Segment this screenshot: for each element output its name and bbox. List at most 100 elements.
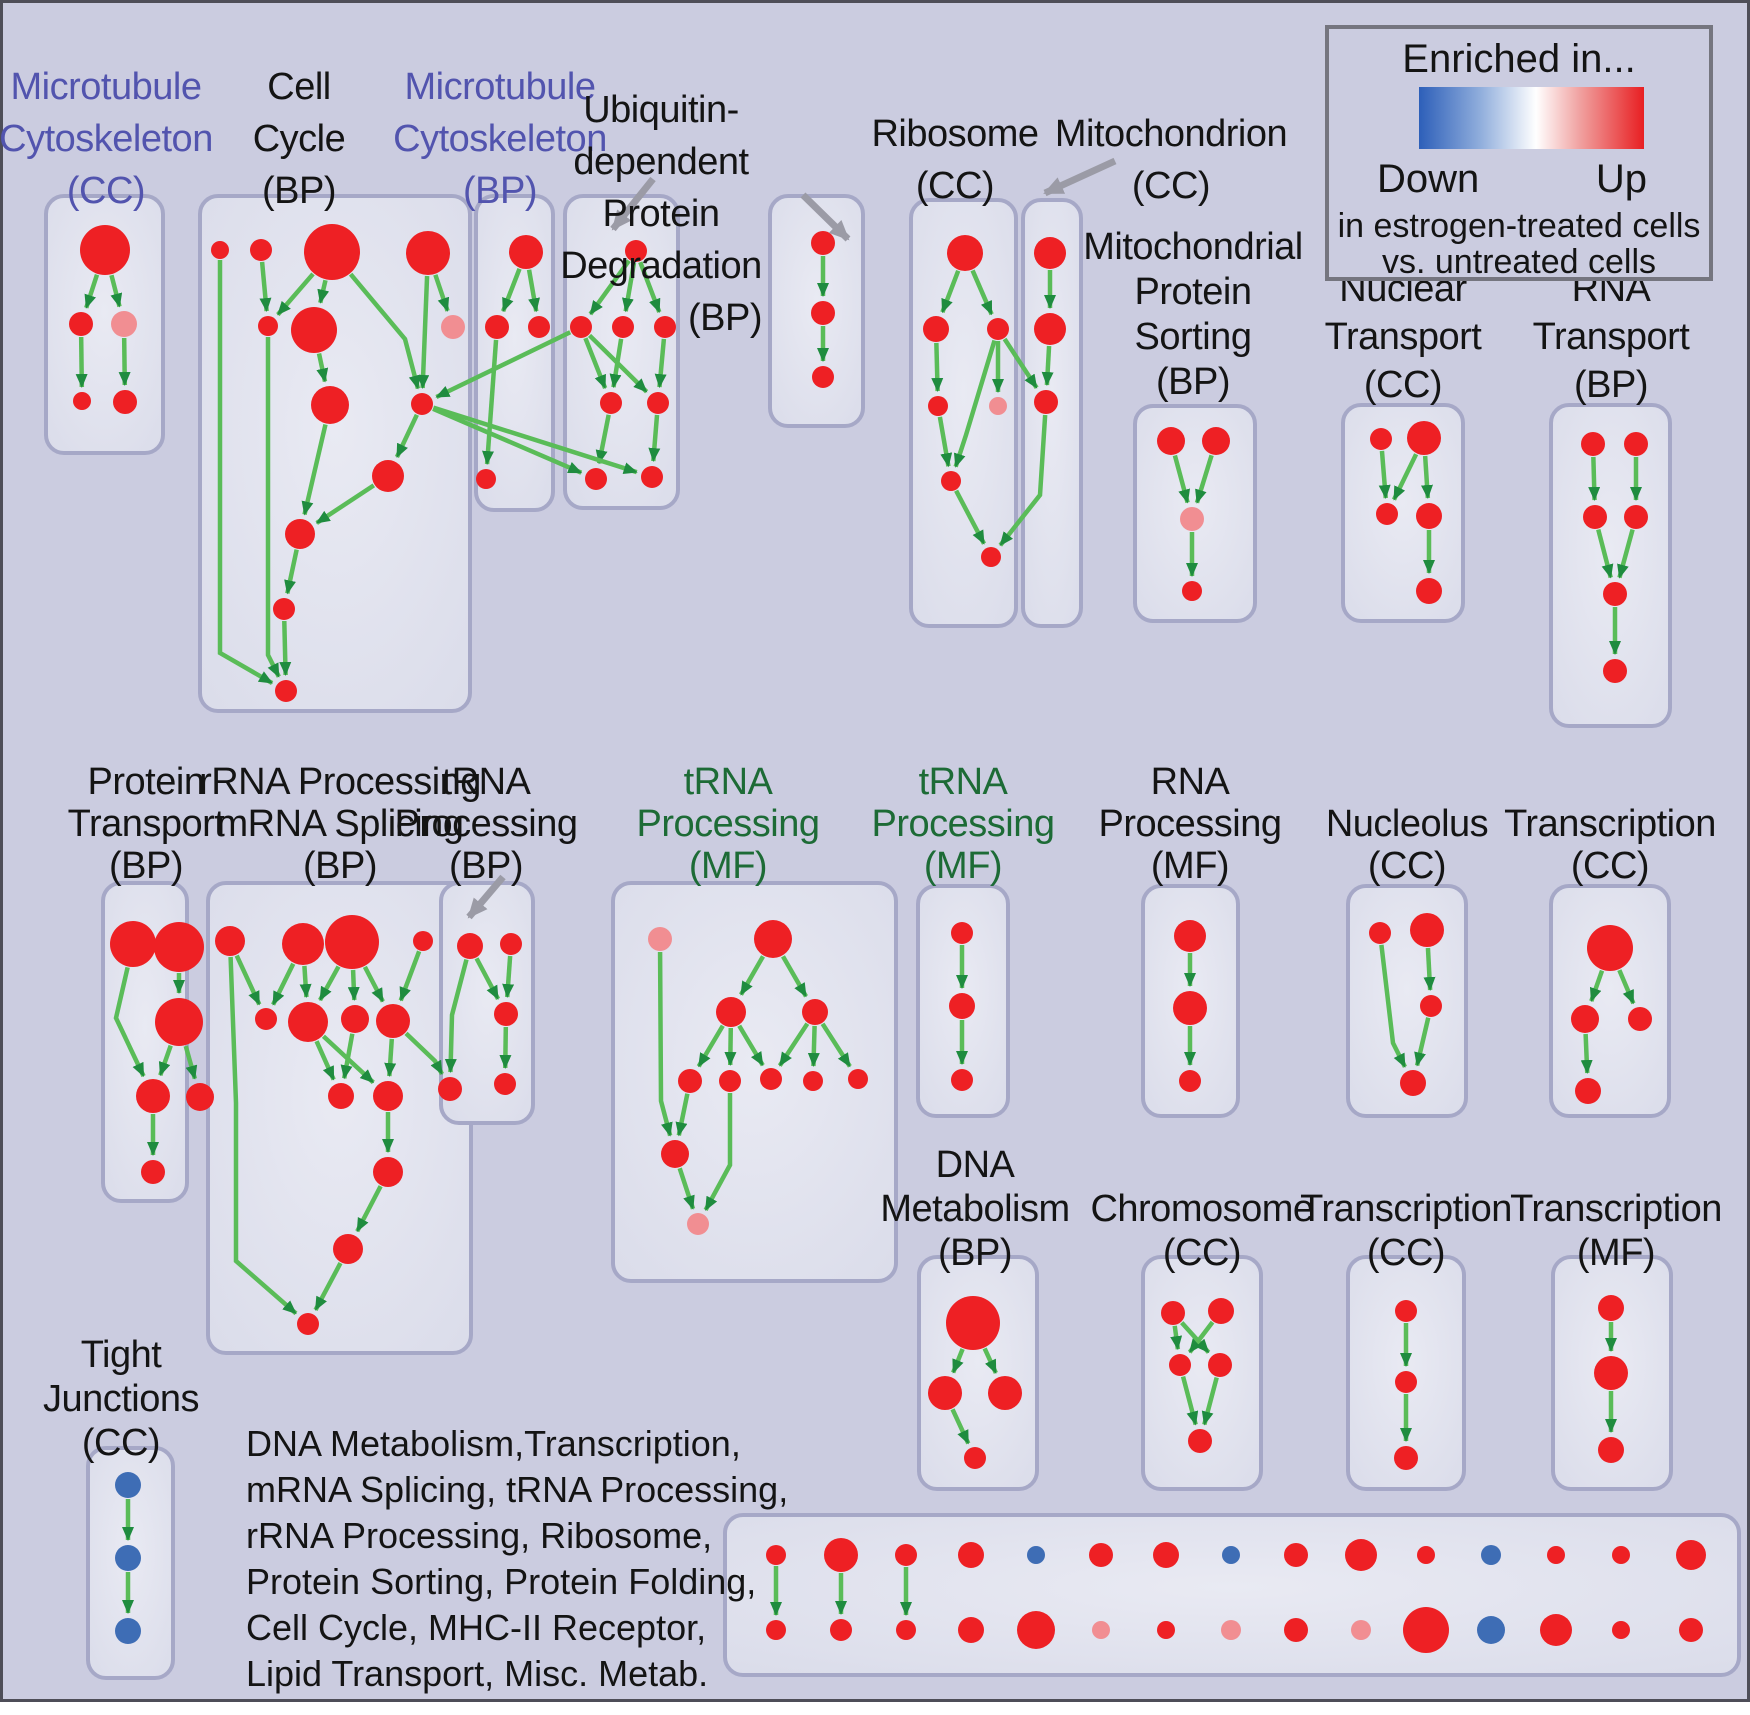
edge-arrow	[940, 269, 961, 314]
legend-up-label: Up	[1595, 157, 1647, 201]
go-term-node	[275, 680, 297, 702]
go-term-node	[291, 307, 337, 353]
go-term-node	[494, 1073, 516, 1095]
group-label: DNA Metabolism (BP)	[765, 1143, 1185, 1275]
edge-arrow	[398, 950, 422, 1002]
go-term-node	[1376, 503, 1398, 525]
go-term-node	[951, 1069, 973, 1091]
group-label-line: Transport	[1532, 316, 1690, 358]
go-term-node	[928, 396, 948, 416]
edge-arrow	[317, 279, 330, 304]
go-term-node	[848, 1069, 868, 1089]
go-term-node	[1169, 1354, 1191, 1376]
go-term-node	[1188, 1429, 1212, 1453]
group-label-line: tRNA	[441, 761, 531, 803]
go-term-node	[328, 1083, 354, 1109]
go-term-node	[1027, 1546, 1045, 1564]
go-term-node	[325, 915, 379, 969]
edge-arrow	[301, 423, 328, 516]
go-term-node	[69, 312, 93, 336]
summary-text: DNA Metabolism,Transcription, mRNA Splici…	[246, 1421, 788, 1697]
group-label-line: (BP)	[1156, 361, 1231, 403]
edge-arrow	[313, 1262, 343, 1311]
edge-arrow	[654, 338, 667, 389]
legend-subtitle-2: vs. untreated cells	[1381, 243, 1657, 281]
go-term-node	[1034, 390, 1058, 414]
edge-arrow	[1589, 969, 1605, 1003]
go-term-node	[211, 241, 229, 259]
go-term-node	[1628, 1007, 1652, 1031]
label-pointer-arrow	[466, 874, 506, 920]
edge-arrow	[444, 958, 469, 1074]
group-label: RNA Transport (BP)	[1401, 265, 1750, 409]
group-label: RNA Processing (MF)	[980, 761, 1400, 887]
edge-arrow	[1617, 969, 1636, 1005]
group-label-line: Nucleolus	[1325, 803, 1489, 845]
go-term-node	[923, 316, 949, 342]
go-term-node	[1173, 991, 1207, 1025]
go-term-node	[958, 1617, 984, 1643]
edge-arrow	[118, 337, 131, 387]
edge-arrow	[501, 267, 522, 313]
group-label-line: (CC)	[915, 165, 995, 207]
legend-title: Enriched in...	[1402, 37, 1636, 81]
go-term-node	[297, 1313, 319, 1335]
go-term-node	[1161, 1301, 1185, 1325]
edge-arrow	[807, 1025, 820, 1068]
group-label-line: Cell	[267, 66, 331, 108]
edge-arrow	[621, 262, 637, 313]
legend-subtitle-1: in estrogen-treated cells	[1337, 207, 1701, 245]
legend-down-label: Down	[1377, 157, 1480, 201]
edge-arrow	[432, 406, 583, 475]
go-term-node	[413, 931, 433, 951]
edge-arrow	[321, 1034, 375, 1085]
go-term-node	[1284, 1543, 1308, 1567]
go-term-node	[802, 999, 828, 1025]
edge-arrow	[284, 549, 299, 595]
edge-arrow	[1421, 455, 1434, 500]
edge-arrow	[384, 1038, 397, 1078]
edge-arrow	[648, 414, 661, 463]
group-label-line: DNA	[935, 1144, 1015, 1186]
go-term-node	[1202, 427, 1230, 455]
group-label: Microtubule Cytoskeleton (CC)	[0, 61, 316, 217]
edge-arrow	[1002, 337, 1039, 390]
edge-arrow	[951, 1348, 965, 1374]
edge-arrow	[314, 1040, 336, 1081]
go-term-node	[687, 1213, 709, 1235]
go-term-node	[1089, 1543, 1113, 1567]
edge-arrow	[234, 954, 262, 1006]
edge-arrow	[982, 1347, 998, 1374]
group-label-line: (CC)	[1162, 1232, 1242, 1274]
group-label-line: RNA	[1150, 761, 1230, 803]
edge-arrow	[355, 1185, 383, 1233]
go-term-node	[958, 1542, 984, 1568]
edge-arrow	[820, 1022, 852, 1068]
edge-arrow	[394, 413, 419, 458]
edge-arrow	[998, 414, 1048, 547]
edge-arrow	[587, 333, 649, 394]
group-label-line: (MF)	[688, 845, 768, 887]
label-pointer-arrow	[800, 192, 851, 242]
edge-arrow	[696, 1024, 725, 1068]
go-group-box-misc-cluster	[723, 1513, 1741, 1677]
group-label-line: Protein	[602, 193, 720, 235]
group-label-line: Microtubule	[404, 66, 596, 108]
go-term-node	[500, 933, 522, 955]
group-label-line: (MF)	[1150, 845, 1230, 887]
go-group-box-microtubule-cc	[44, 194, 165, 455]
go-term-node	[285, 519, 315, 549]
group-label-line: Metabolism	[880, 1188, 1070, 1230]
group-label: Protein Transport (BP)	[0, 761, 356, 887]
edge-arrow	[271, 962, 296, 1006]
go-term-node	[304, 224, 360, 280]
edge-arrow	[417, 275, 430, 390]
go-term-node	[255, 1008, 277, 1030]
group-label-line: (CC)	[81, 1422, 161, 1464]
summary-text-line: Lipid Transport, Misc. Metab.	[246, 1653, 709, 1694]
edge-arrow	[404, 1031, 444, 1076]
go-term-node	[1034, 237, 1066, 269]
group-label-line: (BP)	[109, 845, 184, 887]
go-term-node	[1598, 1295, 1624, 1321]
go-term-node	[1017, 1611, 1055, 1649]
